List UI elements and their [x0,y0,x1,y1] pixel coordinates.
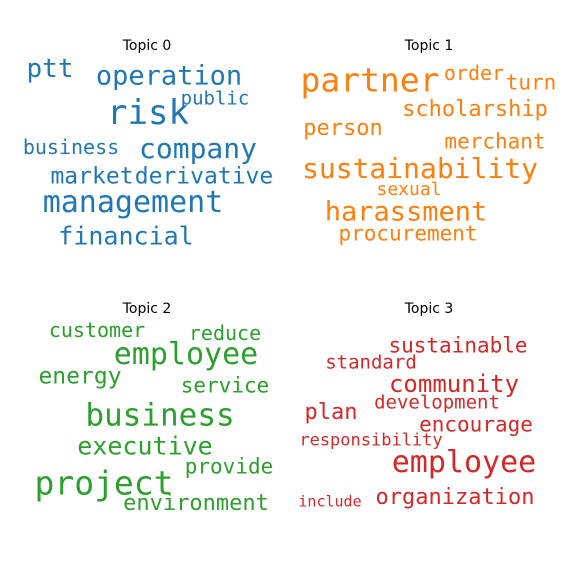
topic-3-word-community: community [388,370,520,398]
topic-1-word-partner: partner [300,60,440,100]
topic-1-word-harassment: harassment [324,196,488,228]
topic-0-word-derivative: derivative [134,163,274,190]
topic-0-word-risk: risk [107,93,189,133]
topic-2-word-project: project [34,463,174,503]
topic-2-title: Topic 2 [122,301,172,317]
topic-3-word-sustainable: sustainable [388,333,528,358]
topic-0-title: Topic 0 [122,38,172,54]
topic-0-word-operation: operation [95,60,243,92]
topic-3-word-employee: employee [391,445,537,480]
topic-0-word-ptt: ptt [26,54,74,84]
topic-3-word-encourage: encourage [419,412,533,437]
topic-2-word-energy: energy [38,363,122,390]
topic-3-word-organization: organization [375,485,535,510]
topic-1-word-sustainability: sustainability [301,152,539,185]
topic-3-word-include: include [298,492,362,511]
topic-1-word-turn: turn [505,70,557,95]
topic-3-word-plan: plan [304,400,358,425]
topic-2-word-environment: environment [123,491,269,516]
topic-0-word-business: business [22,135,120,159]
topic-0-word-management: management [42,185,224,220]
topic-1-word-sexual: sexual [376,179,442,200]
topic-0-word-financial: financial [58,221,194,251]
topic-2-word-employee: employee [113,337,259,372]
topic-1-word-merchant: merchant [444,129,546,154]
topic-1-word-procurement: procurement [338,221,478,246]
topic-1-title: Topic 1 [404,38,454,54]
topic-0-word-company: company [138,132,258,165]
topic-2-word-customer: customer [48,318,146,342]
topic-0-word-public: public [180,87,250,110]
topic-2-word-provide: provide [184,454,274,479]
topic-1-word-order: order [443,61,505,85]
topic-2-word-executive: executive [77,431,213,461]
topic-3-word-responsibility: responsibility [299,430,443,451]
topic-3-title: Topic 3 [404,301,454,317]
topic-0-word-market: market [50,163,134,190]
topic-3-word-development: development [374,391,500,414]
topic-2-word-reduce: reduce [188,321,262,345]
topic-2-word-service: service [180,373,270,398]
topic-3-word-standard: standard [325,351,417,374]
topic-2-word-business: business [85,397,235,434]
topic-1-word-scholarship: scholarship [402,97,548,122]
topic-1-word-person: person [303,116,383,141]
